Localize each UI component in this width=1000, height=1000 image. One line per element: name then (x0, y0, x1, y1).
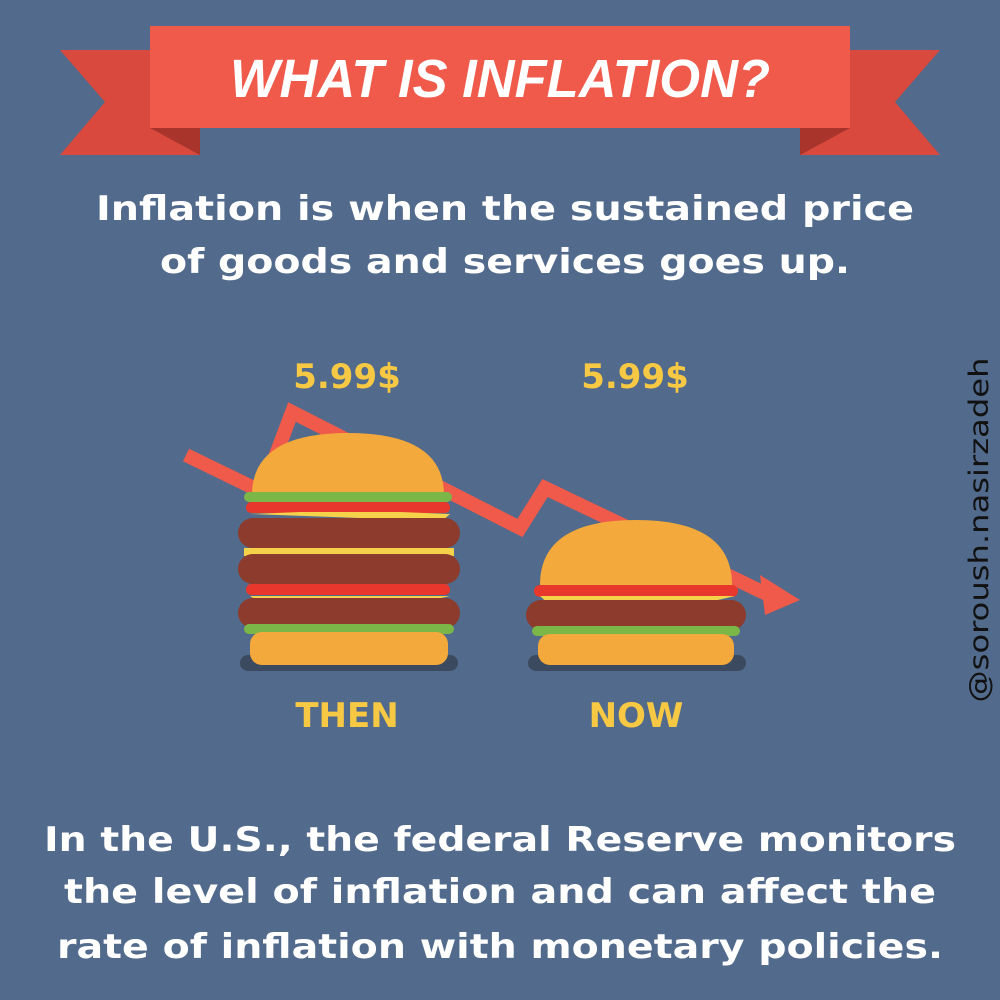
lettuce (244, 492, 452, 502)
arrow-head (760, 575, 800, 615)
banner: WHAT IS INFLATION? (60, 26, 940, 155)
patty (238, 554, 460, 584)
patty (526, 600, 746, 630)
tomato (534, 585, 738, 597)
ribbon-fold (800, 128, 850, 155)
burger-then (238, 433, 460, 671)
lettuce (532, 626, 740, 636)
period-label: NOW (589, 696, 684, 736)
tomato (246, 502, 450, 513)
credit: @soroush.nasirzadeh (964, 358, 995, 703)
patty (238, 518, 460, 548)
footer-line: rate of inflation with monetary policies… (57, 927, 943, 967)
bun-bottom (538, 634, 734, 665)
lettuce (244, 624, 454, 634)
footer-line: the level of inflation and can affect th… (64, 872, 936, 912)
burger-now (526, 520, 746, 671)
ribbon (150, 26, 850, 128)
price: 5.99$ (581, 357, 689, 397)
patty (238, 598, 460, 628)
period-label: THEN (295, 696, 398, 736)
bun-top (252, 433, 444, 495)
cheese (244, 548, 454, 556)
bun-top (540, 520, 732, 585)
definition-line: Inflation is when the sustained price (96, 189, 914, 229)
footer-line: In the U.S., the federal Reserve monitor… (44, 820, 956, 860)
title: WHAT IS INFLATION? (230, 49, 770, 109)
tomato (246, 584, 450, 595)
ribbon-fold (150, 128, 200, 155)
definition-line: of goods and services goes up. (160, 242, 850, 282)
price: 5.99$ (293, 357, 401, 397)
bun-bottom (250, 632, 448, 665)
